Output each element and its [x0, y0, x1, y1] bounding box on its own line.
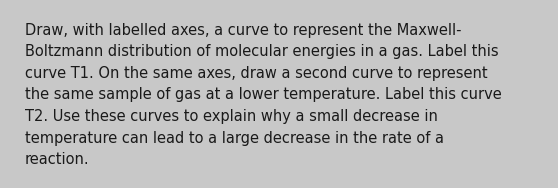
Text: Draw, with labelled axes, a curve to represent the Maxwell-
Boltzmann distributi: Draw, with labelled axes, a curve to rep… [25, 23, 502, 167]
